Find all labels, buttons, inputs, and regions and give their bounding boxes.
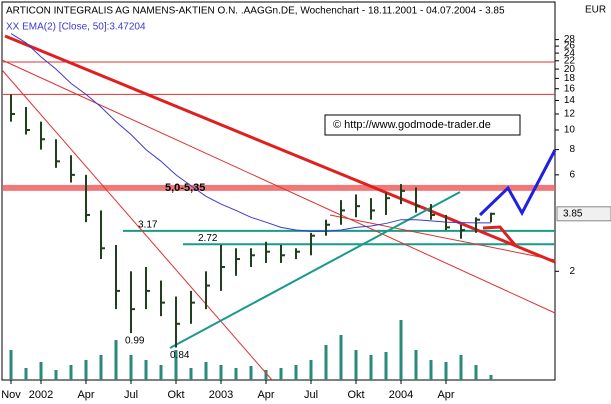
volume-bar	[204, 362, 208, 380]
volume-bar	[384, 352, 388, 380]
zone-label: 5,0-5,35	[165, 182, 205, 194]
x-tick-label: 2002	[29, 389, 53, 401]
volume-bar	[249, 366, 253, 380]
currency-label: EUR	[585, 5, 606, 16]
volume-bar	[114, 340, 118, 380]
main-trend-line	[4, 34, 556, 264]
y-tick-label: 26	[564, 41, 576, 52]
volume-bar	[99, 355, 103, 380]
chart-title: ARTICON INTEGRALIS AG NAMENS-AKTIEN O.N.…	[6, 6, 505, 17]
low-label: 0.84	[170, 350, 190, 361]
y-tick-label: 2	[569, 266, 575, 277]
level-label: 2.72	[198, 233, 218, 244]
volume-bar	[9, 350, 13, 380]
resistance-zone	[3, 184, 555, 191]
x-tick-label: Apr	[257, 389, 274, 401]
trend-line	[1, 69, 273, 381]
y-tick-label: 10	[564, 125, 576, 136]
y-tick-label: 18	[564, 73, 576, 84]
watermark: © http://www.godmode-trader.de	[333, 119, 491, 131]
volume-bar	[489, 375, 493, 380]
volume-bar	[129, 355, 133, 380]
volume-bar	[174, 350, 178, 380]
volume-bar	[234, 368, 238, 380]
volume-bar	[189, 368, 193, 380]
x-tick-label: 2004	[389, 389, 413, 401]
ema-line	[10, 33, 491, 232]
support-trend-line	[169, 191, 461, 349]
legend-entry: XX EMA(2) [Close, 50]:3.47204	[6, 22, 146, 33]
volume-bar	[84, 360, 88, 380]
x-tick-label: Okt	[347, 389, 364, 401]
volume-bar	[414, 350, 418, 380]
watermark-box	[324, 114, 521, 136]
volume-bar	[429, 360, 433, 380]
volume-bar	[39, 362, 43, 380]
volume-bar	[474, 365, 478, 380]
volume-bar	[294, 365, 298, 380]
volume-bar	[399, 320, 403, 380]
x-tick-label: Jul	[304, 389, 318, 401]
volume-bar	[264, 370, 268, 380]
volume-bar	[354, 350, 358, 380]
x-tick-label: Okt	[167, 389, 184, 401]
trend-line	[329, 214, 556, 261]
last-price-label: 3.85	[563, 208, 583, 219]
volume-bar	[279, 368, 283, 380]
volume-bar	[444, 362, 448, 380]
volume-bar	[309, 360, 313, 380]
x-tick-label: Jul	[124, 389, 138, 401]
volume-bar	[459, 355, 463, 380]
forecast-line	[482, 225, 517, 246]
x-tick-label: Apr	[77, 389, 94, 401]
volume-bar	[339, 335, 343, 380]
y-tick-label: 14	[564, 95, 576, 106]
volume-bar	[54, 370, 58, 380]
y-tick-label: 28	[564, 34, 576, 45]
volume-bar	[24, 368, 28, 380]
volume-bar	[219, 365, 223, 380]
y-tick-label: 8	[569, 144, 575, 155]
volume-bar	[369, 355, 373, 380]
volume-bar	[159, 365, 163, 380]
y-tick-label: 24	[564, 48, 576, 59]
x-tick-label: Apr	[437, 389, 454, 401]
volume-bar	[324, 345, 328, 380]
y-tick-label: 12	[564, 109, 576, 120]
forecast-line	[478, 149, 557, 217]
volume-bar	[144, 360, 148, 380]
y-tick-label: 20	[564, 64, 576, 75]
x-tick-label: Nov	[1, 389, 21, 401]
last-price-box	[556, 206, 611, 222]
y-tick-label: 6	[569, 169, 575, 180]
trend-line	[1, 59, 556, 314]
y-tick-label: 16	[564, 83, 576, 94]
y-tick-label: 22	[564, 55, 576, 66]
level-label: 3.17	[138, 220, 158, 231]
plot-frame	[1, 1, 556, 381]
low-label: 0.99	[125, 336, 145, 347]
volume-bar	[69, 365, 73, 380]
x-tick-label: 2003	[209, 389, 233, 401]
